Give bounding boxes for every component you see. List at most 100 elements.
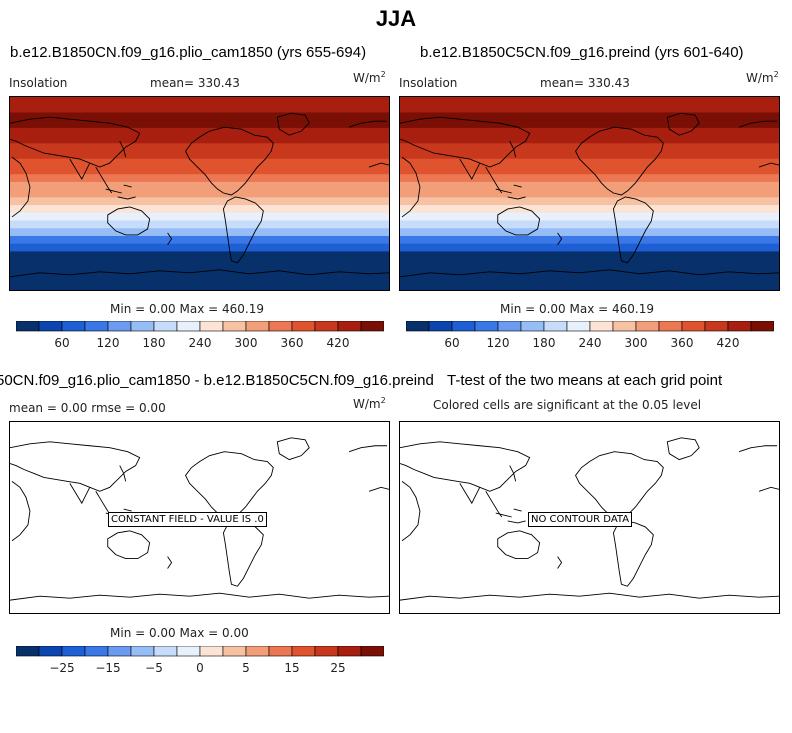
colorbar-tick-label: 0 xyxy=(196,661,204,675)
colorbar-tick-label: 60 xyxy=(54,336,69,350)
colorbar-tick-label: 5 xyxy=(242,661,250,675)
field-band xyxy=(10,174,389,183)
colorbar-tick-label: 120 xyxy=(487,336,510,350)
colorbar-tick-label: 360 xyxy=(281,336,304,350)
colorbar-tick-label: −15 xyxy=(95,661,120,675)
field-band xyxy=(10,228,389,237)
colorbar-segment xyxy=(406,321,430,332)
colorbar-segment xyxy=(566,321,591,332)
coastline xyxy=(10,592,389,601)
field-band xyxy=(400,143,779,152)
field-band xyxy=(400,127,779,137)
colorbar-tick-label: −25 xyxy=(49,661,74,675)
field-band xyxy=(400,212,779,222)
colorbar-segment xyxy=(153,646,178,657)
colorbar-segment xyxy=(451,321,476,332)
colorbar-segment xyxy=(428,321,453,332)
panel-3-units: W/m2 xyxy=(353,396,386,411)
field-band xyxy=(10,205,389,214)
colorbar-segment xyxy=(107,321,132,332)
coastline xyxy=(509,465,517,482)
field-band xyxy=(10,151,389,160)
coastline xyxy=(69,483,91,505)
colorbar-segment xyxy=(474,321,499,332)
field-band xyxy=(10,259,389,268)
colorbar-segment xyxy=(658,321,683,332)
coastline xyxy=(95,166,113,194)
coastline xyxy=(348,120,388,128)
field-band xyxy=(400,274,779,283)
coastline xyxy=(107,530,151,560)
colorbar-segment xyxy=(314,646,339,657)
coastline xyxy=(507,520,526,524)
colorbar-tick-label: 180 xyxy=(533,336,556,350)
field-band xyxy=(400,104,779,114)
colorbar-segment xyxy=(268,321,293,332)
field-band xyxy=(400,220,779,229)
field-band xyxy=(400,166,779,175)
field-band xyxy=(10,266,389,276)
coastline xyxy=(401,481,421,542)
field-band xyxy=(400,243,779,252)
coastline xyxy=(485,166,503,194)
coastline xyxy=(69,158,91,180)
colorbar-segment xyxy=(16,646,40,657)
colorbar-tick-label: 360 xyxy=(671,336,694,350)
coastline xyxy=(401,156,421,218)
colorbar-segment xyxy=(61,321,86,332)
colorbar-segment xyxy=(245,321,270,332)
coastline xyxy=(10,441,141,492)
panel-3-map: CONSTANT FIELD - VALUE IS .0 xyxy=(9,421,390,614)
coastline xyxy=(758,162,779,168)
coastline xyxy=(666,437,700,461)
colorbar-segment xyxy=(543,321,568,332)
colorbar-segment xyxy=(176,321,201,332)
panel-1-field xyxy=(10,97,389,290)
coastline xyxy=(459,483,481,505)
colorbar-segment xyxy=(337,321,362,332)
coastline xyxy=(167,556,173,569)
panel-4-no-contour-note: NO CONTOUR DATA xyxy=(528,512,633,527)
figure-title: JJA xyxy=(375,6,417,31)
colorbar-tick-label: 60 xyxy=(444,336,459,350)
panel-4-coastlines xyxy=(400,437,779,601)
field-band xyxy=(10,243,389,252)
panel-4-map: NO CONTOUR DATA xyxy=(399,421,780,614)
colorbar-segment xyxy=(38,646,63,657)
field-band xyxy=(400,282,779,290)
coastline xyxy=(400,592,779,601)
field-band xyxy=(10,104,389,114)
coastline xyxy=(117,196,136,200)
colorbar-tick-label: 240 xyxy=(579,336,602,350)
field-band xyxy=(10,282,389,290)
panel-3-title: 50CN.f09_g16.plio_cam1850 - b.e12.B1850C… xyxy=(0,372,434,389)
panel-1-colorbar: 60 120 180 240 300 360 420 xyxy=(16,321,384,355)
colorbar-segment xyxy=(750,321,774,332)
coastline xyxy=(400,441,531,492)
field-band xyxy=(10,97,389,106)
field-band xyxy=(10,127,389,137)
field-band xyxy=(10,235,389,245)
coastline xyxy=(348,445,388,453)
field-band xyxy=(400,181,779,191)
coastline xyxy=(738,120,778,128)
colorbar-segment xyxy=(176,646,201,657)
coastline xyxy=(368,162,389,168)
coastline xyxy=(123,184,132,188)
field-band xyxy=(400,197,779,206)
colorbar-segment xyxy=(107,646,132,657)
colorbar-segment xyxy=(635,321,660,332)
panel-2-field xyxy=(400,97,779,290)
colorbar-segment xyxy=(268,646,293,657)
colorbar-tick-label: 420 xyxy=(717,336,740,350)
coastline xyxy=(485,491,503,518)
panel-1-units: W/m2 xyxy=(353,70,386,85)
coastline xyxy=(400,269,779,278)
coastline xyxy=(758,486,779,492)
field-band xyxy=(400,266,779,276)
colorbar-segment xyxy=(16,321,40,332)
panel-1-mean-label: mean= 330.43 xyxy=(150,76,240,90)
coastline xyxy=(119,140,127,158)
colorbar-segment xyxy=(245,646,270,657)
coastline xyxy=(105,188,122,194)
